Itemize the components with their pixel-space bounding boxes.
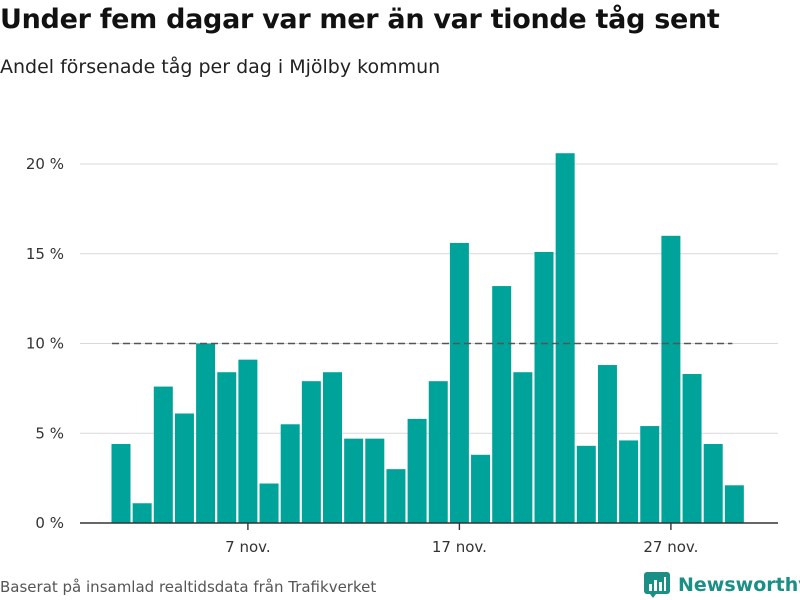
bar [703,444,723,523]
source-note: Baserat på insamlad realtidsdata från Tr… [0,578,377,596]
bar [344,438,364,523]
bar [174,413,194,523]
bar [449,242,469,524]
bar [153,386,173,523]
y-tick-label: 5 % [35,424,64,442]
bar [471,454,491,523]
bar [724,485,744,523]
bar [661,235,681,524]
bar [534,251,554,523]
bar [217,372,237,523]
axis-layer: 0 % 5 % 10 % 15 % 20 % 7 nov. 17 nov. 27 nov. [26,155,778,556]
bar [682,374,702,523]
x-tick-label: 7 nov. [225,538,270,556]
bar [386,469,406,523]
bar [513,372,533,523]
bar [576,445,596,523]
bar [428,381,448,523]
bar [196,343,216,523]
y-tick-label: 20 % [26,155,64,173]
brand-logo: Newsworthy [644,570,800,600]
bar [301,381,321,523]
bar [407,418,427,523]
bar [132,503,152,523]
y-tick-label: 15 % [26,245,64,263]
y-tick-label: 0 % [35,514,64,532]
bar [597,365,617,523]
brand-name: Newsworthy [678,574,800,596]
bar [323,372,342,523]
x-tick-label: 27 nov. [643,538,698,556]
bars [111,153,744,524]
bar [555,153,575,524]
bar [111,444,131,523]
chart-title: Under fem dagar var mer än var tionde tå… [0,4,720,35]
bar [492,286,512,523]
bar [619,440,639,523]
chart-subtitle: Andel försenade tåg per dag i Mjölby kom… [0,56,441,78]
bar [238,359,258,523]
bar [280,424,300,523]
newsworthy-logo-icon [644,572,670,598]
bar [640,426,660,523]
y-tick-label: 10 % [26,335,64,353]
x-tick-label: 17 nov. [432,538,487,556]
bar [259,483,279,523]
bar [365,438,385,523]
